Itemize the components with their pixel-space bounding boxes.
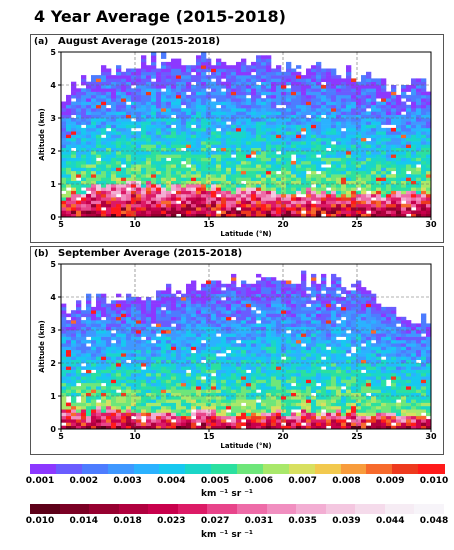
colorbar-high-color-segment [296,504,327,514]
panel-a-ytick-label: 3 [50,114,56,123]
panel-a-xtick-label: 20 [277,220,289,229]
colorbar-high-color-segment [325,504,356,514]
panel-a-label: (a) [34,37,49,47]
colorbar-low-ticks: 0.001 0.002 0.003 0.004 0.005 0.006 0.007 0.008… [26,476,448,488]
colorbar-high-color-segment [30,504,61,514]
colorbar-high-ticks: 0.010 0.014 0.018 0.023 0.027 0.031 0.035 0.039… [26,516,448,528]
colorbar-high-color-segment [177,504,208,514]
panel-a-xtick-label: 15 [203,220,215,229]
colorbar-high [30,504,445,514]
colorbar-low [30,464,445,474]
panel-a-xtick-label: 5 [58,220,64,229]
colorbar-low-color-segment [185,464,212,474]
panel-a-xtick-label: 10 [129,220,141,229]
panel-b-xtick-label: 15 [203,432,215,441]
panel-b-heatmap [61,270,432,430]
colorbar-low-color-segment [418,464,445,474]
colorbar-high-tick-label: 0.027 [200,516,230,526]
panel-b-ytick-label: 5 [50,260,56,269]
colorbar-high-color-segment [266,504,297,514]
colorbar-low-color-segment [237,464,264,474]
colorbar-high-color-segment [148,504,179,514]
panel-b-plot: 5 10 15 20 25 30 0 1 2 3 4 5 Latitude (°N) Altitude (… [38,260,437,450]
colorbar-low-color-segment [133,464,160,474]
colorbar-low-color-segment [107,464,134,474]
panel-b-ylabel: Altitude (km) [38,320,46,372]
colorbar-low-color-segment [30,464,57,474]
panel-a-xlabel: Latitude (°N) [220,230,271,238]
colorbar-high-tick-label: 0.039 [332,516,361,526]
colorbar-high-tick-label: 0.023 [157,516,186,526]
colorbar-low-tick-label: 0.004 [157,476,186,486]
panel-b-title: September Average (2015-2018) [58,248,243,259]
panel-b-label: (b) [34,249,49,259]
panel-b-xlabel: Latitude (°N) [220,442,271,450]
panel-a-heatmap [61,52,432,218]
panel-b-xtick-label: 5 [58,432,64,441]
colorbar-high-color-segment [384,504,415,514]
panel-a-xtick-label: 30 [425,220,437,229]
colorbar-high-color-segment [59,504,90,514]
panel-a-grid [61,52,431,217]
colorbar-low-color-segment [81,464,109,474]
figure-title: 4 Year Average (2015-2018) [34,7,286,26]
colorbar-high-tick-label: 0.048 [419,516,449,526]
panel-b-ytick-label: 4 [50,293,56,302]
colorbar-high-color-segment [237,504,268,514]
panel-b-xtick-label: 20 [277,432,289,441]
colorbar-high-tick-label: 0.035 [288,516,317,526]
colorbar-low-units: km ⁻¹ sr ⁻¹ [201,489,253,499]
panel-a-xtick-label: 25 [351,220,363,229]
colorbar-low-tick-label: 0.009 [375,476,405,486]
colorbar-low-color-segment [159,464,186,474]
colorbar-high-tick-label: 0.044 [375,516,405,526]
panel-a-ytick-label: 4 [50,81,56,90]
colorbar-low-tick-label: 0.002 [69,476,98,486]
colorbar-low-tick-label: 0.007 [288,476,317,486]
panel-b-ytick-label: 3 [50,326,56,335]
panel-b-grid [61,264,431,429]
colorbar-low-tick-label: 0.005 [200,476,230,486]
panel-a-ytick-label: 1 [50,180,56,189]
panel-b-xtick-label: 10 [129,432,141,441]
colorbar-high-color-segment [355,504,386,514]
colorbar-low-tick-label: 0.006 [244,476,274,486]
colorbar-low-color-segment [314,464,341,474]
colorbar-low-color-segment [55,464,83,474]
colorbar-low-tick-label: 0.003 [113,476,142,486]
panel-b-xtick-label: 25 [351,432,363,441]
panel-b-ytick-label: 0 [50,425,56,434]
colorbar-low-color-segment [288,464,316,474]
colorbar-high-tick-label: 0.031 [244,516,274,526]
panel-a-ylabel: Altitude (km) [38,108,46,160]
panel-b-ytick-label: 2 [50,359,56,368]
panel-a: (a) August Average (2015-2018) 5 10 15 20 25… [30,34,444,243]
panel-b-xtick-label: 30 [425,432,437,441]
panel-a-axes-box [60,51,432,218]
colorbar-high-units: km ⁻¹ sr ⁻¹ [201,530,253,540]
colorbar-low-tick-label: 0.008 [332,476,361,486]
colorbar-high-tick-label: 0.010 [25,516,55,526]
colorbar-low-color-segment [340,464,367,474]
colorbar-low-color-segment [392,464,419,474]
panel-a-ytick-label: 2 [50,147,56,156]
colorbar-low-tick-label: 0.010 [419,476,449,486]
colorbar-low-color-segment [366,464,393,474]
colorbar-high-tick-label: 0.018 [113,516,142,526]
colorbar-low-color-segment [211,464,238,474]
colorbar-high-color-segment [89,504,120,514]
colorbar-low-color-segment [262,464,290,474]
panel-a-ytick-label: 5 [50,48,56,57]
panel-a-ytick-label: 0 [50,213,56,222]
colorbar-high-color-segment [414,504,445,514]
panel-b-axes-box [60,263,432,430]
panel-a-title: August Average (2015-2018) [58,36,221,47]
colorbar-high-color-segment [118,504,149,514]
panel-b-ytick-label: 1 [50,392,56,401]
panel-b: (b) September Average (2015-2018) 5 10 15 2… [30,246,444,455]
colorbar-high-tick-label: 0.014 [69,516,98,526]
colorbar-low-tick-label: 0.001 [25,476,55,486]
panel-a-plot: 5 10 15 20 25 30 0 1 2 3 4 5 Latitude (°N) Altitude (… [38,48,437,238]
colorbar-high-color-segment [207,504,238,514]
